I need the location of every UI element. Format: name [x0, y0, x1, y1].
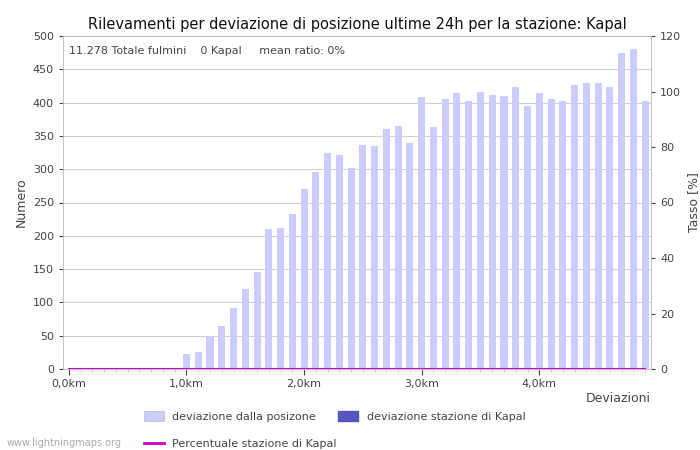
Bar — [583, 83, 590, 369]
Bar — [466, 101, 472, 369]
Bar — [547, 99, 554, 369]
Legend: Percentuale stazione di Kapal: Percentuale stazione di Kapal — [139, 434, 342, 450]
Bar — [195, 352, 202, 369]
Bar — [418, 97, 425, 369]
Bar — [312, 172, 319, 369]
Bar — [512, 86, 519, 369]
Bar — [430, 127, 437, 369]
Bar — [524, 106, 531, 369]
Bar — [206, 336, 214, 369]
Bar — [618, 53, 625, 369]
Text: 11.278 Totale fulmini    0 Kapal     mean ratio: 0%: 11.278 Totale fulmini 0 Kapal mean ratio… — [69, 46, 345, 56]
Title: Rilevamenti per deviazione di posizione ultime 24h per la stazione: Kapal: Rilevamenti per deviazione di posizione … — [88, 17, 626, 32]
Bar — [454, 93, 461, 369]
Bar — [348, 168, 355, 369]
Bar — [559, 101, 566, 369]
Bar — [218, 326, 225, 369]
Text: Deviazioni: Deviazioni — [586, 392, 651, 405]
Bar — [407, 143, 414, 369]
Bar — [265, 229, 272, 369]
Bar — [289, 215, 296, 369]
Bar — [594, 83, 601, 369]
Y-axis label: Numero: Numero — [14, 178, 27, 227]
Bar — [324, 153, 331, 369]
Bar — [383, 129, 390, 369]
Bar — [395, 126, 402, 369]
Bar — [371, 146, 378, 369]
Bar — [489, 94, 496, 369]
Bar — [300, 189, 307, 369]
Bar — [477, 92, 484, 369]
Bar — [630, 50, 637, 369]
Text: www.lightningmaps.org: www.lightningmaps.org — [7, 438, 122, 448]
Bar — [606, 86, 613, 369]
Bar — [253, 272, 260, 369]
Bar — [277, 228, 284, 369]
Bar — [172, 368, 178, 369]
Bar — [230, 308, 237, 369]
Bar — [642, 101, 649, 369]
Bar — [359, 144, 366, 369]
Bar — [536, 93, 542, 369]
Y-axis label: Tasso [%]: Tasso [%] — [687, 172, 700, 233]
Bar — [183, 354, 190, 369]
Bar — [336, 154, 343, 369]
Bar — [241, 289, 248, 369]
Bar — [442, 99, 449, 369]
Bar — [500, 96, 508, 369]
Bar — [571, 86, 578, 369]
